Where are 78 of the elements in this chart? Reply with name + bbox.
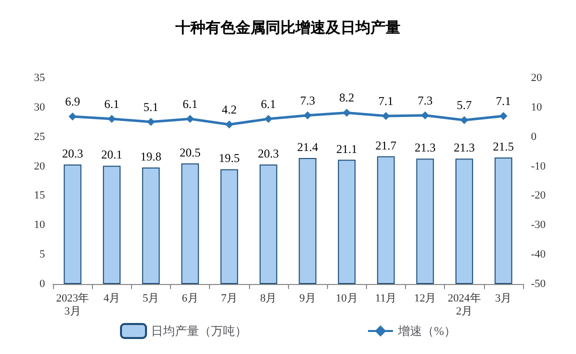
bar [64, 164, 82, 284]
y-tick-label: 15 [34, 190, 46, 202]
y-tick-label: 25 [34, 130, 46, 143]
data-label: 7.3 [418, 93, 433, 108]
data-label: 21.1 [336, 142, 358, 156]
x-tick-label: 3月 [495, 292, 512, 304]
y-tick-label: 0 [40, 278, 46, 290]
data-label: 21.5 [492, 139, 514, 154]
data-label: 20.3 [258, 146, 279, 161]
data-label: 7.1 [378, 94, 394, 108]
data-label: 6.1 [182, 96, 198, 111]
legend-label: 日均产量（万吨） [151, 324, 247, 338]
bar [455, 158, 474, 284]
bar [338, 160, 356, 284]
data-label: 7.3 [300, 93, 316, 108]
data-label: 20.5 [180, 145, 201, 160]
point [146, 118, 155, 126]
y2-tick-label: 10 [531, 101, 542, 114]
x-tick-label: 10月 [336, 292, 358, 304]
point [108, 114, 116, 123]
point [499, 112, 508, 120]
data-label: 8.2 [339, 90, 354, 105]
bar [142, 167, 160, 284]
point [421, 111, 430, 120]
x-tick-label: 12月 [414, 292, 436, 304]
x-tick-label: 4月 [104, 292, 120, 304]
data-label: 21.4 [297, 140, 318, 154]
bar [220, 169, 238, 284]
data-label: 5.7 [456, 98, 472, 112]
bar [416, 158, 434, 284]
data-label: 20.1 [101, 148, 122, 162]
data-label: 19.5 [218, 151, 240, 166]
x-tick-label: 6月 [182, 292, 198, 304]
point [264, 114, 272, 123]
y2-tick-label: 20 [531, 72, 542, 84]
y-tick-label: 5 [40, 248, 46, 261]
x-tick-label: 11月 [375, 292, 397, 304]
point [460, 116, 468, 124]
point [225, 120, 234, 128]
y2-tick-label: 0 [531, 130, 537, 143]
y2-tick-label: -50 [531, 278, 546, 290]
point [342, 108, 351, 117]
data-label: 5.1 [143, 100, 158, 114]
y2-tick-label: -10 [531, 160, 546, 172]
y-tick-label: 20 [34, 160, 46, 172]
data-label: 19.8 [140, 149, 162, 164]
chart-title: 十种有色金属同比增速及日均产量 [174, 20, 400, 36]
y-tick-label: 35 [34, 72, 46, 84]
data-label: 6.1 [104, 96, 120, 111]
bar [377, 156, 395, 284]
x-tick-label: 9月 [299, 292, 316, 304]
x-tick-label: 7月 [221, 292, 238, 304]
bar [494, 157, 512, 284]
point [186, 114, 194, 123]
bar [102, 166, 121, 284]
y2-tick-label: -30 [531, 219, 546, 232]
data-label: 20.3 [62, 146, 84, 161]
point [382, 112, 390, 120]
data-label: 4.2 [222, 102, 237, 116]
y-tick-label: 10 [34, 219, 46, 232]
data-label: 21.3 [414, 140, 436, 155]
bar [260, 164, 278, 284]
bar [298, 158, 316, 284]
data-label: 6.1 [260, 96, 276, 111]
x-tick-label: 2023年 3月 [56, 292, 90, 318]
data-label: 21.3 [454, 140, 475, 155]
x-tick-label: 8月 [260, 292, 277, 304]
legend-label: 增速（%） [397, 324, 456, 338]
data-label: 21.7 [375, 138, 396, 152]
bar [181, 163, 199, 284]
y2-tick-label: -20 [531, 190, 546, 202]
point [304, 111, 312, 120]
data-label: 6.9 [65, 94, 80, 109]
data-label: 7.1 [496, 94, 511, 108]
y2-tick-label: -40 [531, 248, 546, 261]
x-tick-label: 5月 [142, 292, 160, 304]
x-tick-label: 2024年 2月 [448, 292, 481, 318]
y-tick-label: 30 [34, 101, 46, 114]
